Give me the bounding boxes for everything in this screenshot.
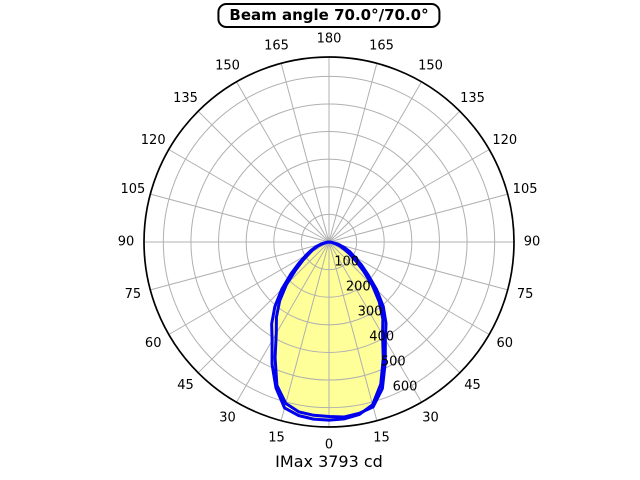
radial-tick-label: 100 [334,255,359,270]
angle-tick-label: 90 [118,235,135,250]
angle-tick-label: 165 [264,38,289,53]
chart-title: Beam angle 70.0°/70.0° [229,6,429,24]
outer-circle [143,56,515,428]
radial-tick-label: 200 [346,280,371,295]
angle-tick-label: 135 [460,91,485,106]
grid-spoke-75 [328,241,508,291]
imax-label: IMax 3793 cd [275,452,383,471]
grid-spoke-210 [236,81,330,243]
radial-tick-label: 400 [369,330,394,345]
grid-spoke-120 [328,149,490,243]
angle-tick-label: 30 [422,410,439,425]
angle-tick-label: 30 [219,410,236,425]
angle-tick-label: 45 [464,378,481,393]
angle-tick-label: 150 [418,59,443,74]
grid-spoke-30 [328,241,422,403]
angle-tick-label: 60 [145,336,162,351]
grid-spoke-15 [328,241,378,421]
angle-tick-label: 135 [173,91,198,106]
angle-tick-label: 75 [517,287,534,302]
angle-tick-label: 0 [325,438,333,453]
grid-spoke-45 [328,241,461,374]
grid-spoke-150 [328,81,422,243]
grid-spoke-315 [197,241,330,374]
beam-fill-2 [275,242,387,417]
angle-tick-label: 15 [373,431,390,446]
angle-tick-label: 150 [215,59,240,74]
angle-tick-label: 120 [492,133,517,148]
radial-tick-label: 600 [393,380,418,395]
grid-spoke-240 [168,149,330,243]
angle-tick-label: 105 [513,182,538,197]
angle-tick-label: 45 [177,378,194,393]
angle-tick-label: 105 [120,182,145,197]
grid-spoke-105 [328,193,508,243]
angle-tick-label: 120 [141,133,166,148]
grid-spoke-330 [236,241,330,403]
grid-spoke-225 [197,110,330,243]
grid-spoke-255 [150,193,330,243]
angle-tick-label: 180 [317,32,342,47]
grid-spoke-135 [328,110,461,243]
angle-tick-label: 15 [268,431,285,446]
grid-spoke-195 [280,63,330,243]
angle-tick-label: 75 [125,287,142,302]
chart-title-box: Beam angle 70.0°/70.0° [217,3,441,28]
angle-tick-label: 60 [497,336,514,351]
grid-spoke-165 [328,63,378,243]
grid-spoke-345 [280,241,330,421]
grid-spoke-285 [150,241,330,291]
radial-tick-label: 500 [381,355,406,370]
beam-curve-2 [273,240,388,419]
angle-tick-label: 165 [369,38,394,53]
radial-tick-label: 300 [358,305,383,320]
angle-tick-label: 90 [524,235,541,250]
